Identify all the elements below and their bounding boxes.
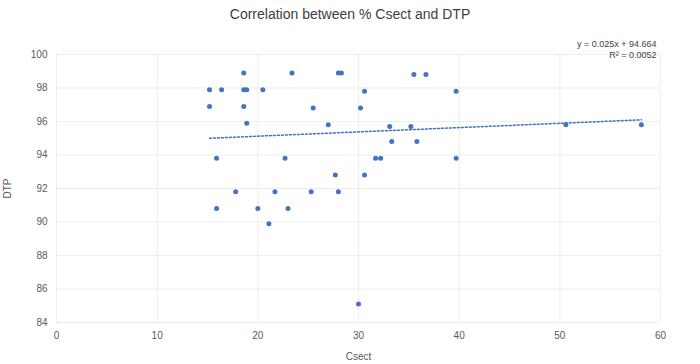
svg-text:30: 30	[353, 330, 365, 341]
svg-text:98: 98	[36, 82, 48, 93]
svg-text:88: 88	[36, 250, 48, 261]
svg-text:R² = 0.0052: R² = 0.0052	[609, 50, 656, 60]
svg-text:20: 20	[252, 330, 264, 341]
svg-text:86: 86	[36, 283, 48, 294]
svg-text:94: 94	[36, 149, 48, 160]
svg-text:60: 60	[655, 330, 667, 341]
svg-text:100: 100	[31, 49, 48, 60]
svg-text:96: 96	[36, 116, 48, 127]
svg-text:Csect: Csect	[346, 351, 372, 362]
svg-text:y = 0.025x + 94.664: y = 0.025x + 94.664	[577, 39, 657, 49]
svg-text:DTP: DTP	[2, 178, 13, 198]
svg-text:0: 0	[54, 330, 60, 341]
svg-text:92: 92	[36, 183, 48, 194]
svg-text:50: 50	[554, 330, 566, 341]
svg-text:84: 84	[36, 317, 48, 328]
svg-text:90: 90	[36, 216, 48, 227]
svg-text:10: 10	[152, 330, 164, 341]
svg-text:40: 40	[454, 330, 466, 341]
html-text:Correlation between % Csect an: Correlation between % Csect and DTP	[229, 6, 471, 22]
